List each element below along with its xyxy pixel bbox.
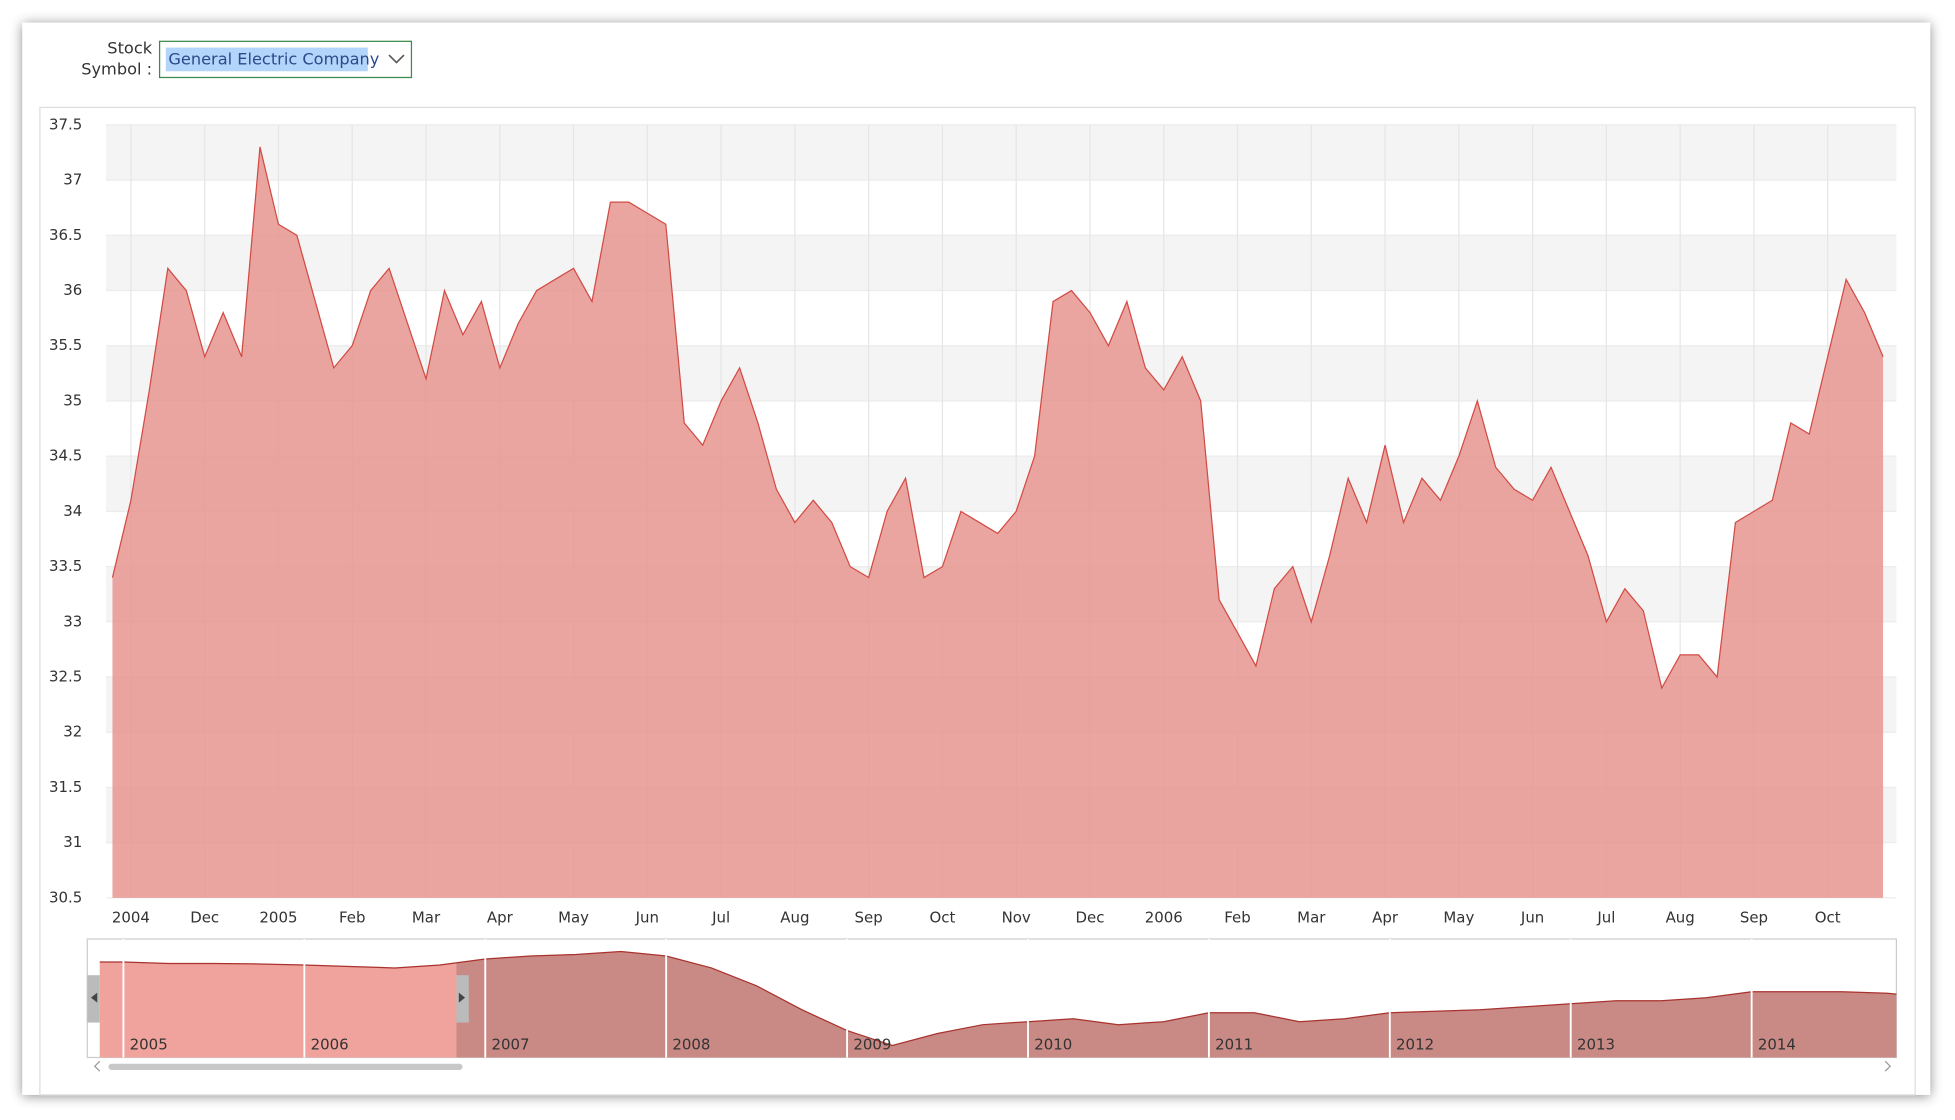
x-tick-label: Apr [1372, 908, 1399, 926]
area [99, 951, 1897, 1058]
x-tick-label: Oct [1815, 908, 1841, 926]
x-tick-label: 2014 [1758, 1036, 1796, 1054]
y-tick-label: 32.5 [49, 668, 82, 686]
x-tick-label: Jul [1596, 908, 1615, 926]
x-tick-label: Dec [1076, 908, 1105, 926]
x-tick-label: Jul [711, 908, 730, 926]
scrollbar-thumb[interactable] [108, 1063, 463, 1070]
x-tick-label: May [1443, 908, 1474, 926]
grid-band [105, 124, 1897, 181]
y-tick-label: 34 [63, 502, 82, 520]
x-tick-label: Feb [339, 908, 365, 926]
y-tick-label: 35 [63, 391, 82, 409]
dropdown-arrow[interactable] [388, 54, 405, 64]
chart-frame [39, 106, 1916, 1096]
x-tick-label: Sep [1740, 908, 1768, 926]
x-tick-label: Jun [635, 908, 659, 926]
x-tick-label: Sep [855, 908, 883, 926]
x-tick-label: Mar [412, 908, 441, 926]
x-tick-label: Aug [1666, 908, 1695, 926]
x-tick-label: 2004 [112, 908, 150, 926]
x-tick-label: 2005 [259, 908, 297, 926]
grid-band [105, 235, 1897, 291]
y-tick-label: 33.5 [49, 557, 82, 575]
x-tick-label: 2008 [672, 1036, 710, 1054]
x-tick-label: Oct [929, 908, 955, 926]
y-tick-label: 36.5 [49, 226, 82, 244]
x-tick-label: 2007 [491, 1036, 529, 1054]
x-tick-label: Dec [190, 908, 219, 926]
area [112, 146, 1884, 898]
x-tick-label: May [558, 908, 589, 926]
x-tick-label: 2009 [853, 1036, 891, 1054]
y-tick-label: 37.5 [49, 115, 82, 133]
scroll-left[interactable] [93, 1060, 101, 1072]
scroll-right[interactable] [1884, 1060, 1892, 1072]
line [111, 146, 1884, 690]
y-tick-label: 32 [63, 723, 82, 741]
x-tick-label: 2006 [311, 1036, 349, 1054]
y-tick-label: 34.5 [49, 447, 82, 465]
line [99, 950, 1897, 1047]
x-tick-label: 2010 [1034, 1036, 1072, 1054]
x-tick-label: 2012 [1396, 1036, 1434, 1054]
y-tick-label: 36 [63, 281, 82, 299]
x-tick-label: 2011 [1215, 1036, 1253, 1054]
y-tick-label: 37 [63, 171, 82, 189]
y-tick-label: 33 [63, 612, 82, 630]
x-tick-label: Mar [1297, 908, 1326, 926]
stock-select[interactable]: General Electric Company [158, 40, 413, 79]
form-label: Stock [107, 38, 152, 57]
y-tick-label: 31.5 [49, 778, 82, 796]
x-tick-label: Jun [1520, 908, 1544, 926]
x-tick-label: 2013 [1577, 1036, 1615, 1054]
x-tick-label: Feb [1224, 908, 1250, 926]
form-label: Symbol : [81, 60, 152, 79]
handle-arrow [458, 992, 466, 1003]
x-tick-label: Apr [487, 908, 514, 926]
y-tick-label: 31 [63, 833, 82, 851]
select-value[interactable]: General Electric Company [168, 50, 379, 69]
selection-highlight [165, 47, 368, 72]
x-tick-label: Aug [780, 908, 809, 926]
x-tick-label: Nov [1002, 908, 1031, 926]
x-tick-label: 2005 [130, 1036, 168, 1054]
handle-arrow [91, 992, 98, 1003]
y-tick-label: 30.5 [49, 888, 82, 906]
x-tick-label: 2006 [1145, 908, 1183, 926]
y-tick-label: 35.5 [49, 336, 82, 354]
